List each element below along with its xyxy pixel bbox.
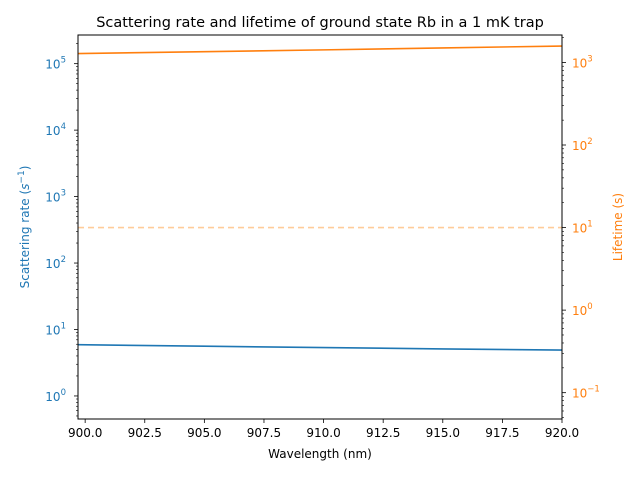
x-tick-label: 902.5 (128, 426, 162, 440)
y-left-tick-label: 100 (45, 388, 66, 404)
y-right-tick-label: 102 (572, 137, 593, 153)
y-left-tick-label: 103 (45, 189, 66, 205)
y-left-tick-label: 102 (45, 255, 66, 271)
x-tick-label: 915.0 (426, 426, 460, 440)
y-left-label-end: ) (18, 166, 32, 171)
y-left-axis-label: Scattering rate (s−1) (17, 166, 32, 289)
x-axis-label: Wavelength (nm) (268, 447, 372, 461)
y-right-tick-label: 101 (572, 220, 593, 236)
y-left-label-exp: −1 (17, 170, 27, 183)
y-left-tick-label: 105 (45, 56, 66, 72)
plot-area: 900.0 902.5 905.0 907.5 910.0 912.5 915.0 917.5… (45, 34, 600, 440)
y-right-tick-label: 103 (572, 54, 593, 70)
x-tick-label: 920.0 (545, 426, 579, 440)
chart-title: Scattering rate and lifetime of ground s… (96, 15, 544, 31)
x-tick-label: 910.0 (306, 426, 340, 440)
y-left-label-main: Scattering rate ( (18, 190, 32, 289)
x-tick-label: 917.5 (485, 426, 519, 440)
y-left-tick-label: 104 (45, 122, 66, 138)
y-right-tick-label: 10−1 (572, 385, 600, 401)
x-tick-label: 907.5 (247, 426, 281, 440)
y-right-axis-label: Lifetime (s) (611, 193, 625, 261)
x-tick-label: 912.5 (366, 426, 400, 440)
plot-frame (77, 34, 563, 420)
x-tick-label: 900.0 (68, 426, 102, 440)
y-right-tick-label: 100 (572, 302, 593, 318)
x-tick-label: 905.0 (187, 426, 221, 440)
series-line-left (77, 343, 563, 351)
y-left-label-unit: s (18, 184, 32, 190)
series-line-right (77, 45, 563, 55)
y-left-tick-label: 101 (45, 321, 66, 337)
